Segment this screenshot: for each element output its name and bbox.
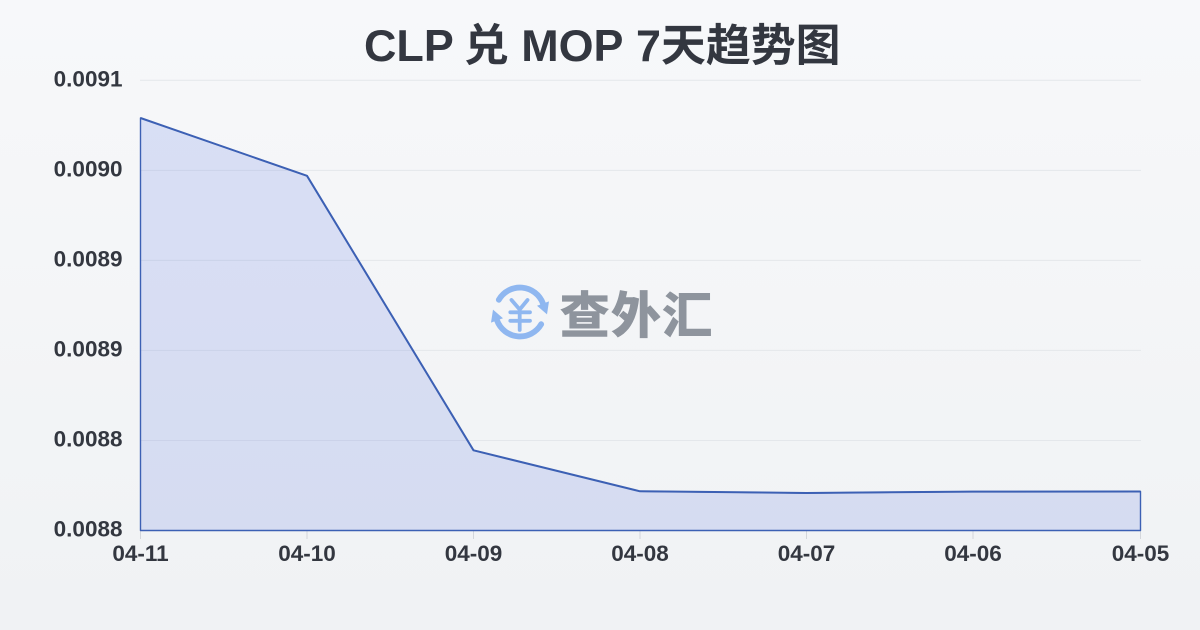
svg-text:04-06: 04-06 xyxy=(944,541,1002,566)
svg-text:04-05: 04-05 xyxy=(1112,541,1170,566)
svg-text:0.0089: 0.0089 xyxy=(54,246,123,271)
svg-text:0.0091: 0.0091 xyxy=(54,66,123,91)
svg-text:0.0088: 0.0088 xyxy=(54,517,123,542)
svg-text:0.0089: 0.0089 xyxy=(54,336,123,361)
svg-text:MOP: MOP xyxy=(521,20,623,71)
svg-text:04-11: 04-11 xyxy=(112,541,168,566)
svg-text:0.0088: 0.0088 xyxy=(54,426,123,451)
svg-text:CLP: CLP xyxy=(364,20,454,71)
svg-text:7: 7 xyxy=(636,20,661,71)
svg-text:04-08: 04-08 xyxy=(611,541,669,566)
svg-text:04-07: 04-07 xyxy=(778,541,836,566)
svg-text:0.0090: 0.0090 xyxy=(54,156,123,181)
svg-text:04-09: 04-09 xyxy=(445,541,503,566)
svg-text:04-10: 04-10 xyxy=(278,541,336,566)
